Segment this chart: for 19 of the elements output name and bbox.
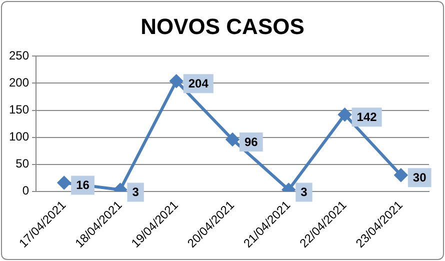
data-label: 96	[244, 134, 258, 149]
data-label: 142	[356, 110, 378, 124]
y-tick-label: 200	[8, 76, 30, 90]
data-label: 30	[412, 170, 427, 184]
point	[338, 108, 352, 122]
y-tick-label: 250	[8, 48, 30, 63]
data-label: 3	[132, 185, 140, 200]
chart-title: NOVOS CASOS	[140, 14, 306, 40]
point	[394, 168, 408, 182]
point	[226, 132, 240, 146]
y-tick-label: 0	[22, 184, 30, 198]
data-label: 16	[76, 178, 90, 192]
data-label: 204	[188, 76, 209, 90]
y-tick-label: 50	[16, 156, 30, 171]
data-label: 3	[300, 185, 308, 200]
y-tick-label: 150	[8, 102, 30, 117]
point	[58, 176, 71, 190]
point	[170, 74, 183, 88]
y-tick-label: 100	[8, 130, 30, 144]
